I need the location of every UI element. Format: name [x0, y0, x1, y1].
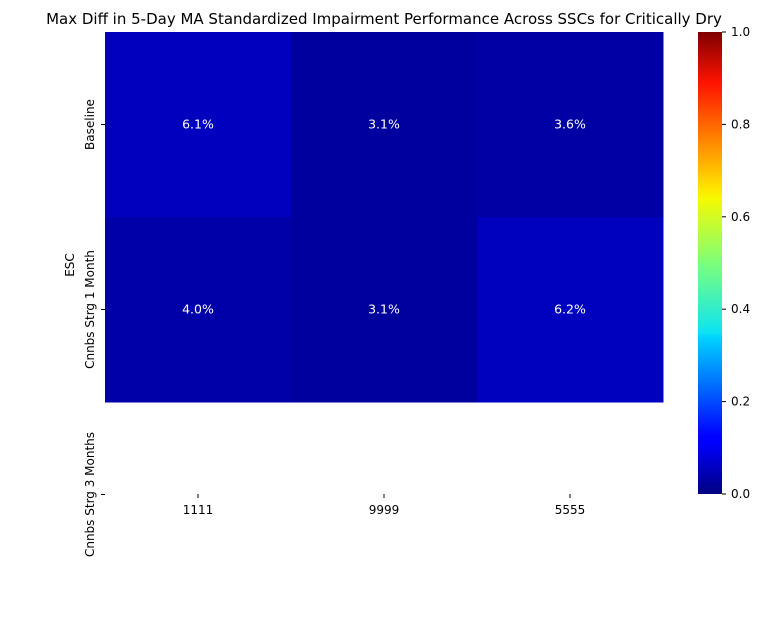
colorbar-ticks: 0.0 0.2 0.4 0.6 0.8 1.0 [722, 25, 750, 501]
cell-value-label: 4.0% [182, 302, 214, 317]
colorbar-tick-label: 1.0 [731, 25, 750, 39]
cell-value-label: 3.1% [368, 302, 400, 317]
colorbar: 0.0 0.2 0.4 0.6 0.8 1.0 [698, 25, 750, 501]
heatmap-cell [477, 32, 664, 218]
colorbar-tick-label: 0.2 [731, 395, 750, 409]
cell-value-label: 3.6% [554, 117, 586, 132]
heatmap-cell [105, 32, 292, 218]
heatmap-cell [291, 217, 478, 403]
cell-value-label: 6.1% [182, 117, 214, 132]
y-tick-label: Cnnbs Strg 1 Month [83, 250, 97, 369]
chart-title: Max Diff in 5-Day MA Standardized Impair… [46, 10, 722, 28]
cell-value-label: 3.1% [368, 117, 400, 132]
heatmap-cell [477, 217, 664, 403]
y-tick-label: Baseline [83, 99, 97, 150]
colorbar-gradient [698, 32, 722, 494]
colorbar-tick-label: 0.4 [731, 302, 750, 316]
colorbar-tick-label: 0.6 [731, 210, 750, 224]
y-tick-label: Cnnbs Strg 3 Months [83, 432, 97, 557]
colorbar-tick-label: 0.0 [731, 487, 750, 501]
y-axis: Baseline Cnnbs Strg 1 Month Cnnbs Strg 3 M… [83, 99, 105, 557]
x-tick-label: 9999 [369, 503, 400, 517]
heatmap-cell [291, 32, 478, 218]
heatmap-cells: 6.1% 3.1% 3.6% 4.0% 3.1% 6.2% [105, 32, 664, 403]
x-tick-label: 1111 [183, 503, 214, 517]
cell-value-label: 6.2% [554, 302, 586, 317]
colorbar-tick-label: 0.8 [731, 117, 750, 131]
heatmap-cell [105, 217, 292, 403]
x-axis: 1111 9999 5555 [183, 494, 586, 517]
x-tick-label: 5555 [555, 503, 586, 517]
y-axis-label: ESC [63, 253, 77, 277]
